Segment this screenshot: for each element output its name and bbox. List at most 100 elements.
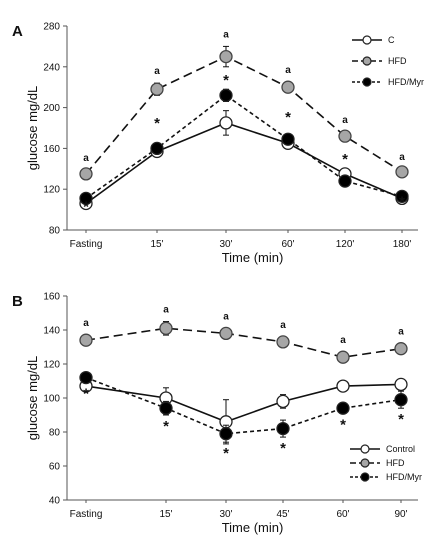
legend-label-c: C: [388, 35, 395, 45]
point-hfd-myr: [394, 393, 408, 407]
point-hfd: [394, 342, 408, 356]
y-tick-label: 240: [43, 62, 60, 73]
legend-label-hfd: HFD: [386, 458, 405, 468]
point-hfd: [219, 49, 233, 64]
x-tick-label: 30': [219, 239, 232, 250]
series-line-hfd: [85, 55, 403, 175]
annotation-a: a: [223, 311, 229, 322]
x-tick-label: 30': [219, 509, 232, 520]
x-tick-label: 45': [276, 509, 289, 520]
annotation-star: *: [340, 416, 346, 433]
point-hfd: [219, 326, 233, 341]
annotation-star: *: [399, 193, 405, 210]
point-hfd: [150, 82, 164, 96]
point-hfd-myr: [395, 189, 409, 203]
annotation-star: *: [83, 198, 89, 215]
annotation-star: *: [398, 411, 404, 428]
annotation-a: a: [280, 320, 286, 331]
point-hfd: [159, 321, 173, 335]
annotation-a: a: [399, 152, 405, 163]
annotation-a: a: [83, 153, 89, 164]
point-c: [219, 116, 233, 130]
annotation-star: *: [83, 386, 89, 403]
panel-A: 80 120 160 200 240 280 Fasting 15' 30' 60' 120' 180…: [12, 22, 424, 266]
x-tick-label: 180': [393, 239, 412, 250]
y-tick-label: 120: [43, 185, 60, 196]
annotation-star: *: [223, 445, 229, 462]
legend-marker-hfd-myr: [362, 77, 372, 87]
annotation-a: a: [163, 305, 169, 316]
legend-marker-control: [360, 444, 370, 454]
point-control: [276, 394, 290, 409]
point-hfd-myr: [79, 191, 93, 206]
series-line-hfd-myr: [85, 94, 403, 200]
point-hfd: [336, 350, 350, 364]
panel-B: 40 60 80 100 120 140 160 Fasting 15' 30' 45' 60' 90'…: [12, 292, 422, 536]
point-hfd-myr: [219, 427, 233, 441]
y-axis-title: glucose mg/dL: [25, 356, 40, 441]
y-tick-label: 140: [43, 326, 60, 337]
series-line-control: [85, 383, 402, 423]
point-control: [394, 377, 408, 392]
point-hfd-myr: [281, 132, 295, 146]
annotation-a: a: [340, 335, 346, 346]
annotation-a: a: [398, 327, 404, 338]
point-hfd: [79, 333, 93, 347]
y-tick-label: 160: [43, 292, 60, 303]
y-tick-label: 160: [43, 144, 60, 155]
y-tick-label: 80: [49, 428, 61, 439]
legend-label-hfd-myr: HFD/Myr: [386, 472, 422, 482]
y-tick-label: 280: [43, 22, 60, 33]
annotation-star: *: [163, 418, 169, 435]
point-hfd: [281, 80, 295, 94]
annotation-star: *: [342, 151, 348, 168]
legend-marker-c: [362, 35, 372, 45]
point-hfd-myr: [219, 88, 233, 103]
y-tick-label: 120: [43, 360, 60, 371]
series-line-c: [85, 122, 403, 205]
x-tick-label: 15': [159, 509, 172, 520]
panel-label: A: [12, 23, 23, 40]
annotation-star: *: [223, 72, 229, 89]
x-tick-label: Fasting: [70, 239, 103, 250]
panel-label: B: [12, 293, 23, 310]
series-line-hfd-myr: [85, 376, 402, 435]
annotation-a: a: [154, 66, 160, 77]
legend-label-control: Control: [386, 444, 415, 454]
x-tick-label: 120': [336, 239, 355, 250]
point-hfd: [395, 165, 409, 179]
annotation-a: a: [83, 318, 89, 329]
annotation-star: *: [280, 440, 286, 457]
annotation-a: a: [223, 29, 229, 40]
point-hfd-myr: [336, 401, 350, 415]
legend-marker-hfd: [360, 458, 370, 468]
point-hfd: [276, 335, 290, 349]
y-axis-title: glucose mg/dL: [25, 86, 40, 171]
series-line-hfd: [85, 327, 402, 359]
point-hfd-myr: [159, 401, 173, 415]
x-tick-label: 60': [281, 239, 294, 250]
y-tick-label: 40: [49, 496, 61, 507]
point-control: [336, 379, 350, 393]
legend-marker-hfd: [362, 56, 372, 66]
y-tick-label: 60: [49, 462, 61, 473]
x-axis-title: Time (min): [222, 250, 284, 265]
point-hfd: [338, 129, 352, 143]
point-hfd: [79, 167, 93, 181]
y-tick-label: 100: [43, 394, 60, 405]
x-tick-label: 15': [150, 239, 163, 250]
x-tick-label: 60': [336, 509, 349, 520]
legend-label-hfd-myr: HFD/Myr: [388, 77, 424, 87]
x-axis-title: Time (min): [222, 520, 284, 535]
annotation-a: a: [285, 65, 291, 76]
annotation-star: *: [285, 109, 291, 126]
x-tick-label: 90': [394, 509, 407, 520]
x-tick-label: Fasting: [70, 509, 103, 520]
annotation-a: a: [342, 115, 348, 126]
point-hfd-myr: [150, 141, 164, 156]
legend-label-hfd: HFD: [388, 56, 407, 66]
y-tick-label: 80: [49, 226, 61, 237]
y-tick-label: 200: [43, 103, 60, 114]
legend-marker-hfd-myr: [360, 472, 370, 482]
